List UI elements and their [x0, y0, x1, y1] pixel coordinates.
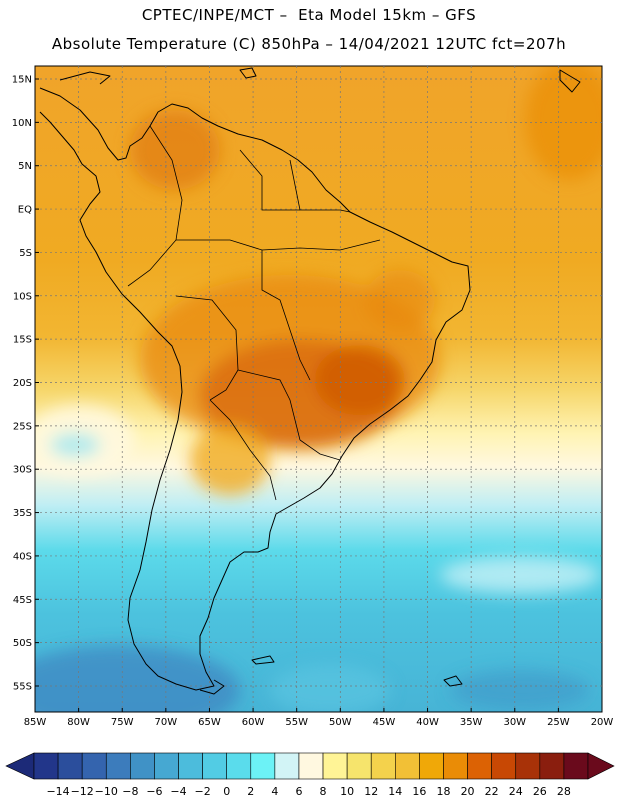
lat-tick-label: 20S — [13, 378, 32, 389]
lat-tick-label: 45S — [13, 595, 32, 606]
colorbar-swatch — [419, 752, 444, 780]
colorbar-swatch — [178, 752, 203, 780]
colorbar-tick-label: −4 — [170, 785, 186, 798]
colorbar-tick-label: 10 — [340, 785, 354, 798]
colorbar-swatch — [154, 752, 179, 780]
colorbar-tick-label: 2 — [247, 785, 254, 798]
colorbar-tick-label: 20 — [461, 785, 475, 798]
lon-tick-label: 40W — [416, 717, 439, 728]
map-title-line-1: CPTEC/INPE/MCT – Eta Model 15km – GFS — [141, 6, 477, 24]
lat-tick-label: EQ — [18, 205, 32, 216]
lat-tick-label: 35S — [13, 508, 32, 519]
colorbar-over-arrow — [587, 752, 615, 780]
colorbar-tick-label: −6 — [146, 785, 162, 798]
lat-tick-label: 40S — [13, 551, 32, 562]
colorbar-swatch — [563, 752, 589, 780]
colorbar-swatch — [202, 752, 227, 780]
colorbar-swatch — [33, 752, 59, 780]
lat-tick-label: 25S — [13, 421, 32, 432]
lon-tick-label: 85W — [24, 717, 47, 728]
colorbar-swatch — [539, 752, 565, 780]
colorbar-tick-label: −2 — [194, 785, 210, 798]
lat-tick-label: 5S — [19, 248, 32, 259]
temperature-field — [35, 66, 602, 712]
lon-tick-label: 50W — [329, 717, 352, 728]
colorbar-swatch — [81, 752, 107, 780]
colorbar-under-arrow — [5, 752, 35, 780]
colorbar-swatch — [130, 752, 155, 780]
colorbar-tick-label: −8 — [122, 785, 138, 798]
map-title-line-2: Absolute Temperature (C) 850hPa – 14/04/… — [51, 35, 567, 53]
colorbar-swatch — [370, 752, 396, 780]
colorbar-tick-label: 26 — [533, 785, 547, 798]
lon-tick-label: 75W — [111, 717, 134, 728]
colorbar-tick-label: −12 — [71, 785, 94, 798]
lat-tick-label: 15S — [13, 335, 32, 346]
colorbar-swatch — [395, 752, 420, 780]
colorbar — [5, 752, 615, 780]
colorbar-tick-label: 16 — [412, 785, 426, 798]
colorbar-swatch — [105, 752, 131, 780]
colorbar-tick-label: 0 — [223, 785, 230, 798]
lon-tick-label: 80W — [67, 717, 90, 728]
colorbar-tick-label: 22 — [485, 785, 499, 798]
lat-tick-label: 55S — [13, 681, 32, 692]
lon-tick-label: 65W — [198, 717, 221, 728]
lat-tick-label: 30S — [13, 465, 32, 476]
lon-tick-label: 25W — [547, 717, 570, 728]
lon-tick-label: 60W — [242, 717, 265, 728]
colorbar-swatch — [443, 752, 468, 780]
colorbar-tick-label: −14 — [46, 785, 69, 798]
colorbar-swatch — [467, 752, 492, 780]
latitude-tick-labels: 15N 10N 5N EQ 5S 10S 15S 20S 25S 30S 35S 40S 45S 50S 5… — [12, 75, 32, 693]
colorbar-swatch — [515, 752, 541, 780]
colorbar-tick-label: 24 — [509, 785, 523, 798]
country-borders — [127, 125, 381, 501]
colorbar-tick-label: −10 — [95, 785, 118, 798]
graticule — [34, 66, 603, 712]
map-frame — [34, 65, 603, 713]
colorbar-tick-label: 14 — [388, 785, 402, 798]
lon-tick-label: 35W — [460, 717, 483, 728]
longitude-tick-labels: 85W 80W 75W 70W 65W 60W 55W 50W 45W 40W 35W 30W 25W 2… — [24, 717, 614, 728]
lat-tick-label: 10S — [13, 291, 32, 302]
lat-tick-label: 15N — [12, 75, 32, 86]
colorbar-tick-label: 8 — [320, 785, 327, 798]
lon-tick-label: 20W — [591, 717, 614, 728]
colorbar-swatch — [491, 752, 517, 780]
colorbar-tick-label: 28 — [557, 785, 571, 798]
colorbar-swatch — [298, 752, 324, 780]
coastline — [39, 67, 581, 695]
colorbar-swatch — [346, 752, 372, 780]
colorbar-tick-label: 4 — [271, 785, 278, 798]
lat-tick-label: 10N — [12, 118, 32, 129]
lat-tick-label: 5N — [18, 161, 32, 172]
lon-tick-label: 55W — [285, 717, 308, 728]
lon-tick-label: 70W — [155, 717, 178, 728]
lon-tick-label: 30W — [503, 717, 526, 728]
lat-tick-label: 50S — [13, 638, 32, 649]
colorbar-tick-label: 12 — [364, 785, 378, 798]
colorbar-tick-label: 18 — [436, 785, 450, 798]
colorbar-swatch — [226, 752, 252, 780]
colorbar-swatch — [322, 752, 348, 780]
colorbar-swatch — [250, 752, 276, 780]
colorbar-swatch — [57, 752, 83, 780]
colorbar-tick-labels: −14 −12 −10 −8 −6 −4 −2 0 2 4 6 8 10 12 14 16 18 20 22 24 26… — [46, 785, 570, 798]
lon-tick-label: 45W — [373, 717, 396, 728]
colorbar-swatch — [274, 752, 300, 780]
colorbar-tick-label: 6 — [295, 785, 302, 798]
